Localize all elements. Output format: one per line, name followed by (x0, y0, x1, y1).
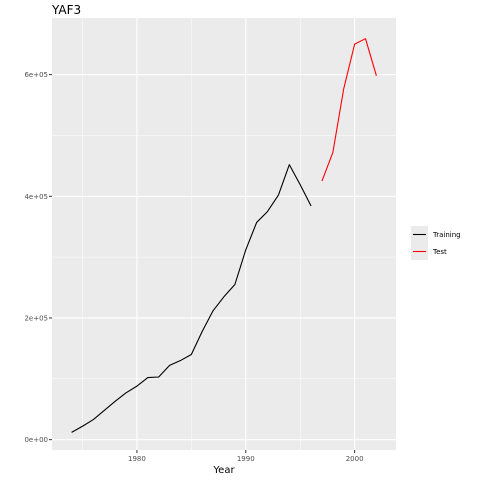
y-tick-label: 4e+05 (24, 193, 48, 201)
y-tick-label: 2e+05 (24, 314, 48, 322)
x-tick-label: 2000 (346, 455, 364, 463)
x-tick-label: 1980 (128, 455, 146, 463)
series-line-test (321, 38, 377, 182)
y-tick-label: 6e+05 (24, 71, 48, 79)
x-axis-title: Year (212, 465, 235, 476)
chart-title: YAF3 (51, 3, 81, 17)
plot-panel (52, 18, 396, 450)
y-tick-label: 0e+00 (24, 436, 48, 444)
legend-label-test: Test (432, 248, 447, 256)
x-tick-label: 1990 (237, 455, 255, 463)
legend-label-training: Training (432, 231, 461, 239)
series-line-training (71, 164, 312, 433)
